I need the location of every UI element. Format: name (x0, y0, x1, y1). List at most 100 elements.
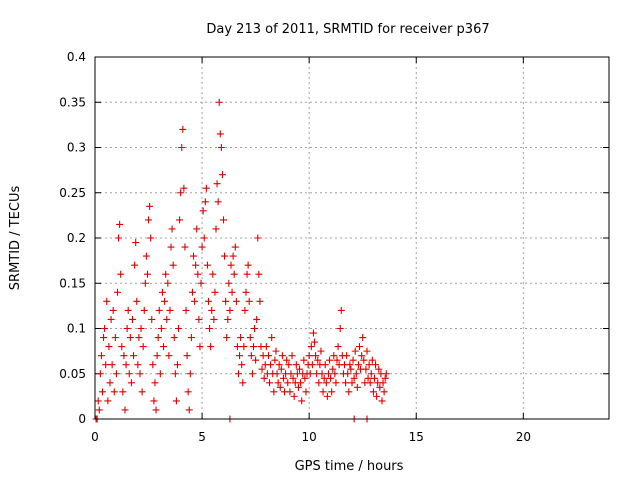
data-point (231, 243, 239, 251)
data-point (207, 343, 215, 351)
data-point (107, 315, 115, 323)
data-point (185, 406, 193, 414)
data-point (382, 370, 390, 378)
data-point (222, 297, 230, 305)
y-axis-label: SRMTID / TECUs (8, 186, 23, 291)
data-point (166, 306, 174, 314)
data-point (199, 207, 207, 215)
data-point (147, 234, 155, 242)
data-point (364, 374, 372, 382)
data-point (352, 370, 360, 378)
data-point (275, 361, 283, 369)
data-point (190, 252, 198, 260)
y-tick-label: 0.1 (67, 322, 86, 336)
data-point (97, 352, 105, 360)
data-point (317, 347, 325, 355)
data-point (318, 370, 326, 378)
data-point (156, 370, 164, 378)
data-point (311, 338, 319, 346)
data-point (163, 315, 171, 323)
data-point (119, 388, 127, 396)
data-point (296, 365, 304, 373)
data-point (228, 288, 236, 296)
data-point (283, 356, 291, 364)
data-point (349, 356, 357, 364)
data-point (171, 370, 179, 378)
data-point (220, 216, 227, 224)
data-point (373, 392, 381, 400)
data-point (379, 379, 387, 387)
data-point (146, 202, 154, 210)
data-point (378, 397, 386, 405)
data-point (120, 352, 128, 360)
data-point (319, 388, 327, 396)
data-point (350, 374, 358, 382)
data-point (284, 379, 292, 387)
y-tick-label: 0.3 (67, 141, 86, 155)
data-point (326, 356, 334, 364)
data-point (200, 234, 208, 242)
data-point (214, 198, 222, 206)
data-point (249, 343, 257, 351)
data-point (157, 325, 165, 332)
data-point (242, 288, 250, 296)
data-point (329, 365, 337, 373)
y-tick-labels: 0 0.05 0.1 0.15 0.2 0.25 0.3 0.35 0.4 (59, 50, 86, 426)
data-point (298, 397, 306, 405)
data-point (365, 361, 373, 369)
data-point (132, 239, 140, 247)
data-point (141, 279, 149, 287)
data-point (124, 306, 132, 314)
data-point (101, 325, 109, 332)
data-point (135, 334, 143, 342)
data-point (232, 297, 240, 305)
data-point (271, 356, 279, 364)
data-point (305, 352, 313, 360)
data-point (369, 388, 377, 396)
data-point (216, 130, 224, 138)
y-tick-label: 0.15 (59, 276, 86, 290)
data-point (208, 306, 216, 314)
data-point (218, 171, 226, 179)
data-point (179, 125, 187, 133)
data-point (137, 325, 145, 332)
data-point (309, 329, 317, 337)
data-point (140, 306, 148, 314)
data-point (288, 352, 296, 360)
data-point (273, 370, 281, 378)
data-point (248, 370, 256, 378)
data-point (215, 98, 223, 106)
data-point (95, 406, 103, 414)
data-point (94, 397, 102, 405)
data-point (347, 365, 355, 373)
data-point (366, 379, 374, 387)
data-point (164, 279, 172, 287)
x-axis-label: GPS time / hours (295, 459, 404, 474)
data-point (113, 288, 121, 296)
data-point (244, 261, 252, 269)
data-point (169, 261, 177, 269)
data-point (109, 306, 117, 314)
data-point (337, 306, 345, 314)
data-point (121, 406, 129, 414)
data-point (110, 388, 118, 396)
data-point (368, 356, 376, 364)
data-point (165, 352, 173, 360)
data-point (312, 352, 320, 360)
data-point (177, 189, 185, 197)
data-point (182, 306, 190, 314)
data-point (131, 261, 139, 269)
data-point (358, 352, 366, 360)
data-point (175, 325, 183, 332)
data-point (209, 270, 217, 278)
data-point (320, 374, 328, 382)
data-point (362, 365, 370, 373)
data-point (136, 370, 144, 378)
data-point (234, 370, 242, 378)
data-point (192, 261, 200, 269)
x-tick-label: 0 (91, 430, 99, 444)
data-point (285, 361, 293, 369)
axis-ticks (94, 56, 609, 420)
data-point (115, 234, 123, 242)
